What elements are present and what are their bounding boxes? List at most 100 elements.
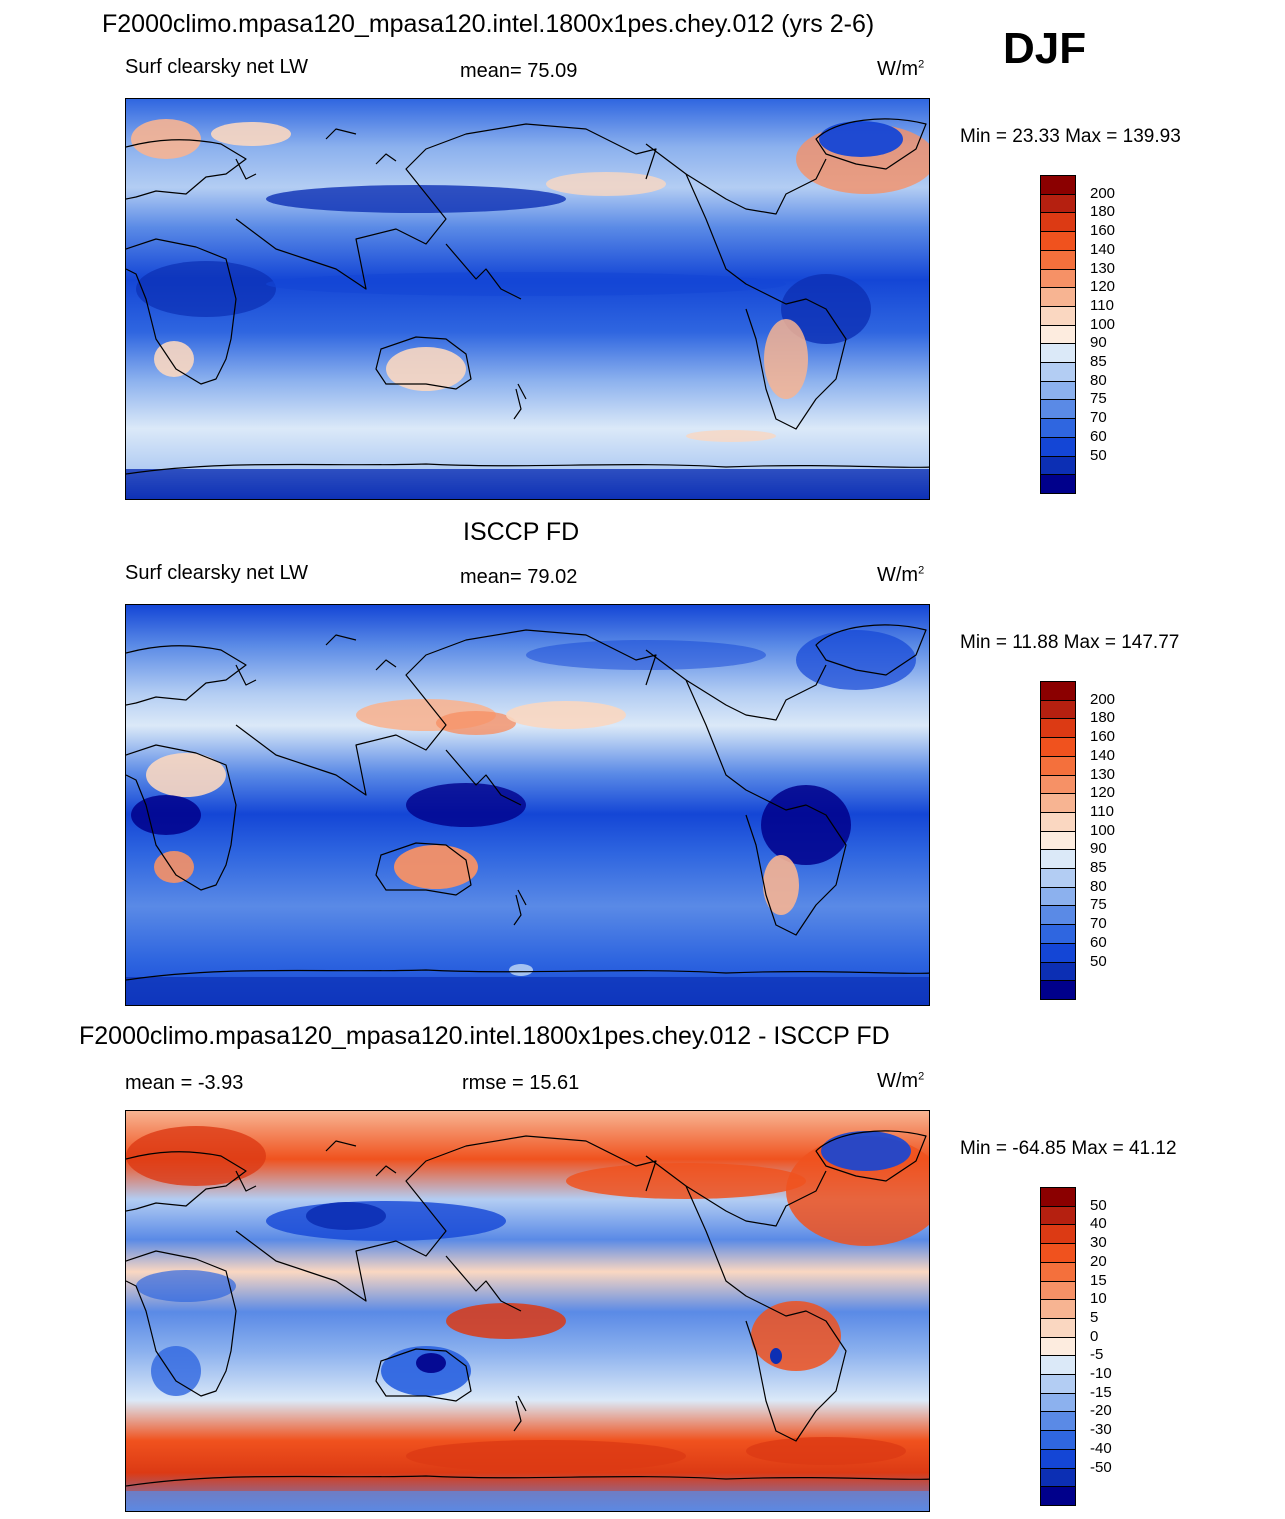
- colorbar-segment: [1040, 718, 1076, 739]
- colorbar-segment: [1040, 305, 1076, 326]
- colorbar-segment: [1040, 249, 1076, 270]
- colorbar-segment: [1040, 849, 1076, 870]
- panel1-title: F2000climo.mpasa120_mpasa120.intel.1800x…: [102, 10, 875, 38]
- panel2-map: [125, 604, 930, 1006]
- panel1-mean: mean= 75.09: [460, 60, 578, 82]
- panel2-mean: mean= 79.02: [460, 566, 578, 588]
- panel3-rmse: rmse = 15.61: [462, 1072, 580, 1094]
- colorbar-tick-label: 140: [1090, 240, 1116, 258]
- colorbar-tick-label: 140: [1090, 746, 1116, 764]
- panel3-colorbar: 50 40 30 20 15 10 5 0 -5 -10 -15 -20 -30 -40 -50: [1040, 1187, 1112, 1506]
- panel1-variable: Surf clearsky net LW: [125, 56, 309, 78]
- colorbar-tick-label: 85: [1090, 353, 1107, 371]
- colorbar-tick-label: 15: [1090, 1271, 1107, 1289]
- colorbar-segment: [1040, 455, 1076, 476]
- colorbar-tick-label: 120: [1090, 784, 1116, 802]
- colorbar-segment: [1040, 1205, 1076, 1226]
- colorbar-segment: [1040, 699, 1076, 720]
- colorbar-tick-label: 70: [1090, 915, 1107, 933]
- colorbar-segment: [1040, 436, 1076, 457]
- colorbar-segment: [1040, 287, 1076, 307]
- colorbar-segment: [1040, 1317, 1076, 1338]
- colorbar-tick-label: 85: [1090, 859, 1107, 877]
- colorbar-tick-label: -40: [1090, 1439, 1112, 1457]
- panel1-features: [126, 119, 929, 499]
- colorbar-segment: [1040, 830, 1076, 851]
- panel1-coastlines: [126, 118, 929, 475]
- colorbar-tick-label: 130: [1090, 765, 1116, 783]
- colorbar-segment: [1040, 175, 1076, 195]
- panel2-colorbar: 200 180 160 140 130 120 110 100 90 85 80 75 70 60 50: [1040, 681, 1115, 1000]
- colorbar-tick-label: 40: [1090, 1215, 1107, 1233]
- colorbar-tick-label: 60: [1090, 933, 1107, 951]
- colorbar-segment: [1040, 1261, 1076, 1282]
- colorbar-tick-label: 200: [1090, 690, 1116, 708]
- season-label: DJF: [1003, 24, 1087, 73]
- colorbar-segment: [1040, 193, 1076, 214]
- colorbar-segment: [1040, 1392, 1076, 1413]
- panel2-coastlines: [126, 624, 929, 981]
- colorbar-tick-label: 50: [1090, 1196, 1107, 1214]
- colorbar-tick-label: -20: [1090, 1402, 1112, 1420]
- colorbar-tick-label: 20: [1090, 1252, 1107, 1270]
- colorbar-segment: [1040, 1243, 1076, 1263]
- colorbar-tick-label: 130: [1090, 259, 1116, 277]
- colorbar-segment: [1040, 474, 1076, 494]
- colorbar-tick-label: 180: [1090, 709, 1116, 727]
- colorbar-tick-label: -30: [1090, 1421, 1112, 1439]
- colorbar-tick-label: 100: [1090, 315, 1116, 333]
- colorbar-segment: [1040, 343, 1076, 364]
- colorbar-segment: [1040, 1467, 1076, 1488]
- colorbar-segment: [1040, 961, 1076, 982]
- colorbar-segment: [1040, 924, 1076, 944]
- colorbar-tick-label: -15: [1090, 1383, 1112, 1401]
- colorbar-tick-label: 5: [1090, 1308, 1099, 1326]
- colorbar-tick-label: 0: [1090, 1327, 1099, 1345]
- panel2-units: W/m2: [877, 564, 925, 586]
- colorbar-segment: [1040, 1448, 1076, 1469]
- colorbar-tick-label: 75: [1090, 896, 1107, 914]
- colorbar-tick-label: -5: [1090, 1346, 1104, 1364]
- colorbar-segment: [1040, 362, 1076, 382]
- colorbar-tick-label: 110: [1090, 296, 1114, 314]
- colorbar-tick-label: 30: [1090, 1234, 1107, 1252]
- colorbar-segment: [1040, 774, 1076, 795]
- colorbar-tick-label: 90: [1090, 334, 1107, 352]
- panel1-colorbar: 200 180 160 140 130 120 110 100 90 85 80 75 70 60 50: [1040, 175, 1115, 494]
- colorbar-segment: [1040, 737, 1076, 757]
- panel2-variable: Surf clearsky net LW: [125, 562, 309, 584]
- colorbar-tick-label: 160: [1090, 222, 1116, 240]
- colorbar-segment: [1040, 681, 1076, 701]
- colorbar-tick-label: 75: [1090, 390, 1107, 408]
- colorbar-segment: [1040, 380, 1076, 401]
- colorbar-tick-label: -10: [1090, 1365, 1112, 1383]
- colorbar-segment: [1040, 231, 1076, 251]
- colorbar-segment: [1040, 1299, 1076, 1319]
- panel3-title: F2000climo.mpasa120_mpasa120.intel.1800x…: [79, 1022, 890, 1050]
- panel2-minmax: Min = 11.88 Max = 147.77: [960, 632, 1180, 653]
- panel2-title: ISCCP FD: [463, 518, 580, 546]
- colorbar-segment: [1040, 905, 1076, 926]
- colorbar-segment: [1040, 811, 1076, 832]
- colorbar-segment: [1040, 1187, 1076, 1207]
- colorbar-segment: [1040, 1280, 1076, 1301]
- panel3-mean: mean = -3.93: [125, 1072, 244, 1094]
- colorbar-tick-label: 90: [1090, 840, 1107, 858]
- colorbar-segment: [1040, 793, 1076, 813]
- colorbar-segment: [1040, 755, 1076, 776]
- panel3-units: W/m2: [877, 1070, 925, 1092]
- colorbar-segment: [1040, 980, 1076, 1000]
- colorbar-tick-label: 70: [1090, 409, 1107, 427]
- colorbar-tick-label: 100: [1090, 821, 1116, 839]
- colorbar-segment: [1040, 1355, 1076, 1376]
- colorbar-segment: [1040, 886, 1076, 907]
- colorbar-tick-label: 160: [1090, 728, 1116, 746]
- colorbar-tick-label: 120: [1090, 278, 1116, 296]
- colorbar-segment: [1040, 212, 1076, 233]
- colorbar-tick-label: 50: [1090, 446, 1107, 464]
- panel1-minmax: Min = 23.33 Max = 139.93: [960, 126, 1181, 147]
- panel1-map: [125, 98, 930, 500]
- colorbar-segment: [1040, 1430, 1076, 1450]
- colorbar-tick-label: 110: [1090, 802, 1114, 820]
- colorbar-segment: [1040, 268, 1076, 289]
